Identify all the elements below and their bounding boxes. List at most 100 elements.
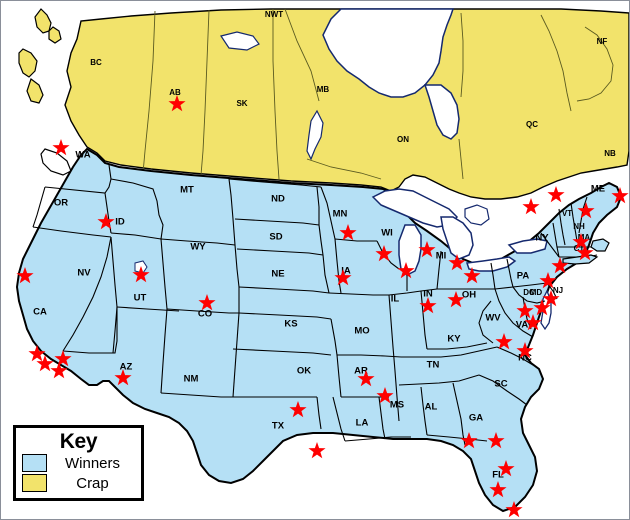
star-marker-tx-1	[289, 401, 307, 418]
great-slave-lake	[220, 31, 260, 51]
label-state-in: IN	[423, 289, 433, 300]
cape-cod	[590, 238, 610, 252]
label-state-id: ID	[115, 217, 125, 228]
star-marker-oh	[447, 291, 465, 308]
label-state-az: AZ	[120, 362, 133, 373]
star-marker-tx-2	[308, 442, 326, 459]
label-state-or: OR	[54, 198, 68, 209]
map-legend: Key Winners Crap	[13, 425, 144, 501]
alaska-panhandle-4	[26, 78, 44, 104]
label-state-nh: NH	[573, 222, 585, 231]
star-marker-ga-2	[487, 432, 505, 449]
star-marker-az	[114, 369, 132, 386]
label-state-sc: SC	[494, 379, 507, 390]
label-state-ne: NE	[271, 269, 284, 280]
star-marker-co	[198, 294, 216, 311]
province-borders	[142, 8, 614, 180]
lake-ontario	[507, 238, 548, 254]
star-marker-mi-east	[448, 254, 466, 271]
star-marker-ca-north	[16, 267, 34, 284]
label-state-mi: MI	[436, 251, 447, 262]
label-province-nb: NB	[604, 149, 616, 158]
star-marker-wa	[52, 139, 70, 156]
georgian-bay	[464, 204, 490, 226]
label-state-me: ME	[591, 184, 605, 195]
label-state-ca: CA	[33, 307, 47, 318]
label-state-wy: WY	[190, 242, 206, 253]
star-marker-al	[376, 387, 394, 404]
star-marker-sc-north	[495, 333, 513, 350]
star-marker-ar	[357, 370, 375, 387]
legend-label-winners: Winners	[64, 454, 120, 472]
legend-row-crap: Crap	[16, 474, 141, 492]
label-state-ga: GA	[469, 413, 483, 424]
legend-title: Key	[59, 430, 98, 453]
label-state-mn: MN	[333, 209, 348, 220]
legend-swatch-winners	[22, 454, 47, 472]
label-state-va: VA	[516, 320, 529, 331]
label-state-wv: WV	[485, 313, 501, 324]
label-state-la: LA	[356, 418, 369, 429]
label-state-ok: OK	[297, 366, 311, 377]
star-marker-va	[524, 314, 542, 331]
label-state-mo: MO	[354, 326, 369, 337]
legend-label-crap: Crap	[76, 474, 109, 492]
label-state-fl: FL	[492, 470, 504, 481]
label-state-pa: PA	[517, 271, 530, 282]
star-marker-fl-2	[489, 481, 507, 498]
usa-layer	[15, 147, 623, 513]
star-marker-ca-south-3	[54, 350, 72, 367]
label-province-on: ON	[397, 135, 409, 144]
star-marker-mi-west	[418, 241, 436, 258]
label-state-tn: TN	[427, 360, 440, 371]
lake-michigan	[398, 224, 422, 276]
label-state-vt: VT	[562, 209, 572, 218]
label-state-wa: WA	[75, 150, 90, 161]
lake-huron	[440, 216, 474, 260]
star-marker-oh-north	[463, 267, 481, 284]
star-marker-ny-north	[522, 198, 540, 215]
label-province-sk: SK	[236, 99, 247, 108]
star-marker-dc	[542, 290, 560, 307]
label-state-wi: WI	[381, 228, 393, 239]
star-marker-ma	[572, 233, 590, 250]
map-labels: BC AB SK MB ON QC NWT NF NB WA OR ID MT ND SD NE WY NV UT C…	[33, 10, 616, 480]
label-state-oh: OH	[462, 290, 476, 301]
star-marker-in	[419, 297, 437, 314]
vancouver-island	[40, 148, 72, 176]
star-marker-ut	[132, 266, 150, 283]
region-canada-mainland	[64, 8, 629, 200]
star-marker-id	[97, 213, 115, 230]
lake-winnipeg	[306, 109, 324, 161]
star-marker-ca-south-4	[50, 362, 68, 379]
label-state-ct: CT	[574, 244, 585, 253]
label-state-il: IL	[391, 294, 400, 305]
label-state-ar: AR	[354, 366, 368, 377]
label-state-co: CO	[198, 309, 212, 320]
star-marker-il-north	[397, 262, 415, 279]
label-state-nc: NC	[518, 353, 532, 364]
star-marker-fl-3	[505, 501, 523, 518]
label-province-qc: QC	[526, 120, 538, 129]
star-marker-md	[533, 299, 551, 316]
label-province-mb: MB	[317, 85, 330, 94]
label-state-tx: TX	[272, 421, 285, 432]
star-marker-vt-north	[547, 186, 565, 203]
alaska-panhandle-3	[18, 48, 38, 78]
star-marker-me	[577, 202, 595, 219]
label-state-ma: MA	[578, 233, 591, 242]
star-marker-nj	[539, 272, 557, 289]
legend-row-winners: Winners	[16, 454, 141, 472]
star-marker-ab	[168, 95, 186, 112]
star-marker-me-coast	[611, 187, 629, 204]
label-state-nd: ND	[271, 194, 285, 205]
star-marker-nc	[516, 342, 534, 359]
label-state-ny: NY	[535, 233, 549, 244]
label-province-nwt: NWT	[265, 10, 283, 19]
star-marker-fl-1	[497, 460, 515, 477]
star-marker-va-north	[516, 302, 534, 319]
label-state-mt: MT	[180, 185, 194, 196]
label-state-ut: UT	[134, 293, 147, 304]
label-province-ab: AB	[169, 88, 181, 97]
